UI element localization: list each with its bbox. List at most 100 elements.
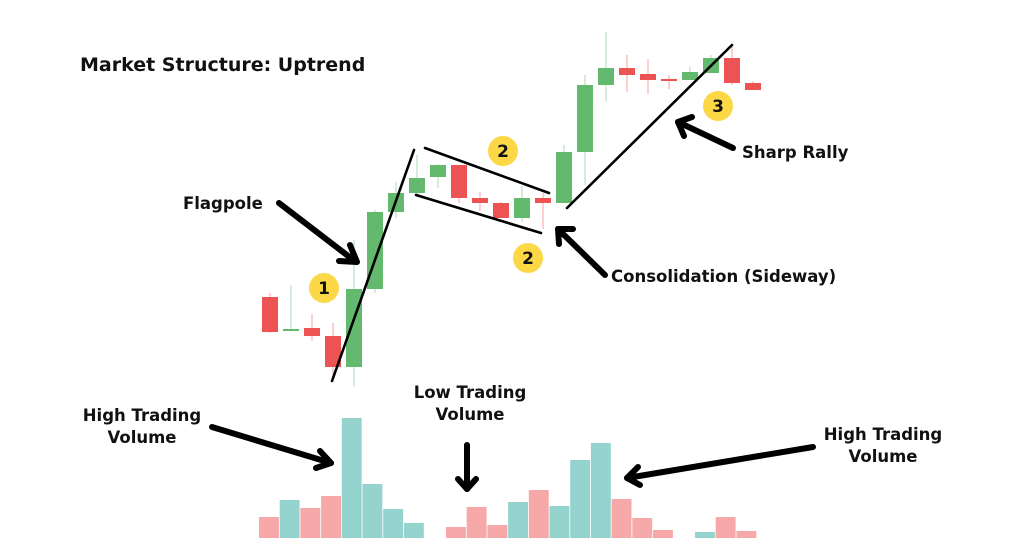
high-volume-right-arrow-icon	[624, 444, 816, 488]
consolidation-label: Consolidation (Sideway)	[611, 267, 836, 286]
candle-body	[724, 58, 740, 83]
volume-bar-up	[570, 460, 591, 538]
step-markers: 1 2 2 3	[309, 91, 733, 303]
bearish-candle	[493, 202, 509, 218]
candle-body	[556, 152, 572, 203]
step-marker-1: 1	[309, 273, 339, 303]
consolidation-arrow-icon	[555, 226, 608, 278]
candle-body	[304, 328, 320, 336]
bullish-candle	[430, 164, 446, 188]
flagpole-arrow-icon	[276, 200, 360, 265]
volume-bar-up	[383, 509, 404, 538]
candle-body	[451, 165, 467, 198]
candle-body	[745, 83, 761, 90]
candlesticks	[262, 32, 761, 387]
bullish-candle	[409, 155, 425, 195]
bearish-candle	[304, 314, 320, 341]
high-volume-right-label-line2: Volume	[849, 447, 918, 466]
volume-bar-down	[653, 530, 673, 538]
candle-body	[325, 336, 341, 367]
volume-bar-down	[487, 525, 508, 538]
volume-bar-down	[736, 531, 757, 538]
candle-body	[493, 203, 509, 218]
volume-bar-up	[508, 502, 528, 538]
volume-bar-up	[362, 484, 383, 538]
marker-number: 3	[712, 97, 724, 117]
volume-bar-up	[279, 500, 300, 538]
volume-bar-down	[321, 496, 341, 538]
step-marker-3: 3	[703, 91, 733, 121]
volume-bar-up	[695, 532, 715, 538]
candle-body	[577, 85, 593, 152]
bearish-candle	[472, 192, 488, 211]
marker-circle	[703, 91, 733, 121]
volume-bar-down	[259, 517, 279, 538]
low-volume-label-line1: Low Trading	[414, 383, 527, 402]
diagram-title: Market Structure: Uptrend	[80, 54, 365, 76]
volume-bar-down	[632, 518, 653, 538]
consolidation-upper-line	[423, 146, 551, 195]
bearish-candle	[640, 59, 656, 94]
volume-bar-up	[549, 506, 570, 538]
candle-body	[640, 74, 656, 80]
marker-number: 2	[497, 142, 509, 162]
bullish-candle	[367, 210, 383, 293]
bearish-candle	[619, 55, 635, 92]
high-volume-left-label-line2: Volume	[108, 428, 177, 447]
high-volume-left-label-line1: High Trading	[83, 406, 202, 425]
flagpole-label: Flagpole	[183, 194, 263, 213]
bullish-candle	[514, 186, 530, 222]
rally-line	[565, 43, 734, 210]
bearish-candle	[661, 75, 677, 89]
bearish-candle	[451, 165, 467, 203]
candle-body	[283, 329, 299, 331]
bearish-candle	[535, 193, 551, 229]
bullish-candle	[577, 75, 593, 185]
sharp-rally-arrow-icon	[675, 114, 736, 151]
volume-bar-up	[341, 418, 362, 538]
candle-body	[430, 165, 446, 177]
volume-bar-down	[446, 527, 466, 538]
candle-body	[661, 79, 677, 81]
volume-bar-down	[715, 517, 736, 538]
marker-number: 2	[522, 249, 534, 269]
high-volume-left-arrow-icon	[209, 424, 334, 471]
step-marker-2: 2	[488, 136, 518, 166]
volume-bar-down	[300, 508, 321, 538]
volume-bar-down	[611, 499, 632, 538]
bearish-candle	[724, 45, 740, 85]
bullish-candle	[682, 67, 698, 80]
volume-bar-up	[403, 523, 424, 538]
bearish-candle	[262, 293, 278, 333]
marker-circle	[513, 243, 543, 273]
marker-circle	[309, 273, 339, 303]
low-volume-label-line2: Volume	[436, 405, 505, 424]
candle-body	[409, 178, 425, 193]
bearish-candle	[325, 323, 341, 375]
arrows	[209, 114, 816, 492]
volume-bar-down	[466, 507, 487, 538]
marker-circle	[488, 136, 518, 166]
candle-body	[682, 72, 698, 80]
sharp-rally-label: Sharp Rally	[742, 143, 849, 162]
high-volume-right-label-line1: High Trading	[824, 425, 943, 444]
candle-body	[514, 198, 530, 218]
bearish-candle	[745, 81, 761, 90]
candle-body	[262, 297, 278, 332]
trend-lines	[330, 43, 734, 383]
step-marker-2: 2	[513, 243, 543, 273]
volume-bar-down	[528, 490, 549, 538]
bullish-candle	[283, 285, 299, 331]
bullish-candle	[556, 145, 572, 203]
marker-number: 1	[318, 279, 330, 299]
candle-body	[535, 198, 551, 203]
candle-body	[598, 68, 614, 85]
volume-bars	[259, 418, 757, 538]
consolidation-lower-line	[414, 193, 543, 235]
candle-body	[472, 198, 488, 203]
volume-bar-up	[590, 443, 611, 538]
flagpole-line	[330, 148, 416, 383]
bullish-candle	[598, 32, 614, 101]
